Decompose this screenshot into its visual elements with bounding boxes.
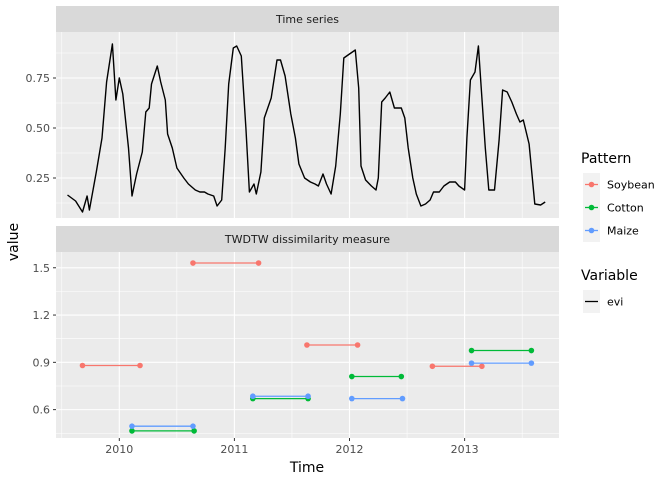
panel-background — [56, 32, 559, 218]
legends: Pattern Soybean Cotton Maize Variable evi — [581, 151, 655, 313]
legend-pattern: Pattern Soybean Cotton Maize — [581, 151, 655, 242]
point-soybean — [137, 362, 143, 369]
legend-label: evi — [607, 296, 623, 309]
panel-strip-title: Time series — [275, 13, 339, 26]
panel-0: Time series 0.25 0.50 0.75 — [26, 6, 559, 218]
legend-title: Pattern — [581, 151, 631, 167]
series-line-evi — [67, 43, 546, 213]
point-maize — [250, 393, 256, 400]
point-soybean — [190, 260, 196, 266]
x-tick-label: 2011 — [220, 443, 248, 456]
x-axis: 2010 2011 2012 2013 — [105, 438, 479, 456]
point-soybean — [255, 260, 262, 266]
point-maize — [190, 423, 196, 429]
point-maize — [305, 393, 311, 400]
y-tick-label: 0.25 — [26, 172, 51, 185]
x-tick-label: 2010 — [105, 443, 133, 456]
point-soybean — [354, 342, 361, 348]
point-maize — [129, 423, 135, 429]
panel-strip — [56, 226, 559, 252]
panel-strip — [56, 6, 559, 32]
panel-strip-title: TWDTW dissimilarity measure — [224, 233, 390, 246]
x-tick-label: 2012 — [336, 443, 364, 456]
point-soybean — [429, 363, 436, 370]
x-axis-title: Time — [289, 460, 324, 476]
panel-1: TWDTW dissimilarity measure 0.6 0.9 1.2 1.5 — [33, 226, 559, 438]
legend-label: Cotton — [607, 202, 644, 215]
point-cotton — [468, 347, 475, 354]
point-soybean — [79, 362, 86, 369]
x-tick-label: 2013 — [451, 443, 479, 456]
point-cotton — [528, 347, 535, 354]
point-cotton — [398, 373, 405, 380]
point-cotton — [349, 373, 355, 380]
legend-label: Soybean — [607, 179, 655, 192]
y-tick-label: 0.6 — [33, 404, 51, 417]
y-tick-label: 0.9 — [33, 356, 51, 369]
point-soybean — [304, 342, 310, 348]
point-cotton — [129, 428, 135, 434]
point-maize — [468, 360, 475, 366]
legend-key-point — [588, 204, 595, 211]
point-maize — [399, 395, 406, 402]
y-tick-label: 0.50 — [26, 122, 51, 135]
y-tick-label: 1.2 — [33, 309, 51, 322]
y-tick-label: 1.5 — [33, 262, 51, 275]
panels: Time series 0.25 0.50 0.75 TWDTW dissimilari… — [26, 6, 559, 438]
point-soybean — [479, 363, 485, 370]
legend-variable: Variable evi — [581, 268, 638, 313]
point-maize — [528, 360, 535, 366]
y-tick-label: 0.75 — [26, 72, 51, 85]
legend-key-point — [588, 227, 595, 234]
point-cotton — [191, 428, 197, 434]
y-axis-title: value — [6, 223, 22, 261]
point-maize — [349, 395, 355, 402]
legend-title: Variable — [581, 268, 638, 284]
legend-key-point — [588, 181, 595, 188]
legend-label: Maize — [607, 225, 639, 238]
